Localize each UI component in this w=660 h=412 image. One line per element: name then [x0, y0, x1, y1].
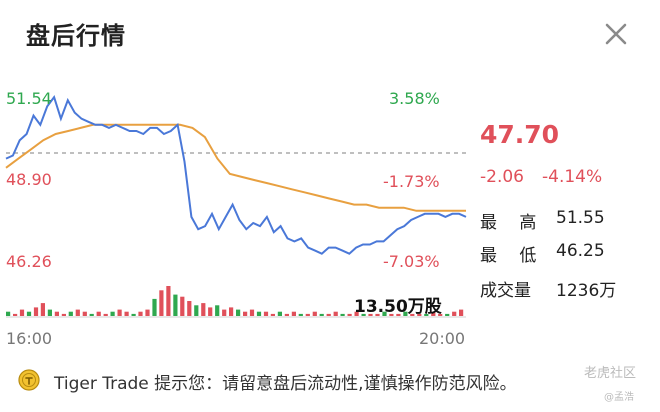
volume-bar	[166, 286, 171, 316]
price-line	[5, 95, 467, 255]
volume-bar	[68, 311, 73, 316]
volume-bar	[103, 313, 108, 316]
stat-high-value: 51.55	[556, 208, 605, 228]
max-volume-label: 13.50万股	[354, 297, 442, 317]
volume-bar	[110, 311, 115, 316]
volume-bar	[180, 296, 185, 316]
time-end-label: 20:00	[419, 329, 466, 348]
volume-bar	[173, 294, 178, 316]
high-pct-label: 3.58%	[389, 89, 440, 108]
volume-bar	[124, 311, 129, 316]
volume-bar	[319, 313, 324, 316]
close-icon[interactable]	[600, 18, 632, 50]
last-price: 47.70	[480, 120, 560, 149]
volume-bar	[368, 313, 373, 316]
volume-bar	[187, 301, 192, 316]
volume-bar	[438, 313, 443, 316]
volume-bar	[117, 309, 122, 316]
volume-bar	[431, 311, 436, 316]
volume-bar	[40, 303, 45, 316]
average-price-line	[5, 123, 466, 212]
volume-bar	[256, 311, 262, 316]
volume-bar	[326, 313, 331, 316]
stat-low-value: 46.25	[556, 241, 605, 261]
volume-bar	[347, 313, 352, 316]
volume-bar	[361, 313, 366, 316]
volume-bar	[131, 313, 136, 316]
volume-bar	[340, 313, 345, 316]
volume-bar	[229, 307, 234, 316]
volume-bar	[54, 311, 59, 316]
time-start-label: 16:00	[6, 329, 53, 348]
volume-bar	[291, 311, 296, 316]
volume-bar	[277, 311, 282, 316]
prev-close-pct-label: -1.73%	[383, 172, 440, 191]
volume-bar	[424, 313, 429, 316]
low-price-label: 46.26	[6, 252, 52, 271]
volume-bar	[75, 309, 80, 316]
low-pct-label: -7.03%	[383, 252, 440, 271]
volume-bar	[82, 311, 87, 316]
volume-bar	[33, 307, 39, 316]
volume-bar	[445, 313, 450, 316]
volume-bar	[452, 311, 457, 316]
watermark-user: @孟浩	[604, 392, 634, 403]
volume-bar	[396, 313, 401, 316]
volume-bar	[305, 313, 310, 316]
volume-bar	[89, 313, 94, 316]
volume-bars	[6, 286, 464, 316]
dialog-title: 盘后行情	[26, 22, 126, 50]
volume-bar	[410, 313, 415, 316]
volume-bar	[201, 303, 206, 316]
volume-bar	[26, 311, 32, 316]
volume-bar	[333, 311, 338, 316]
volume-bar	[19, 309, 25, 316]
volume-bar	[47, 309, 52, 316]
stat-volume-label: 成交量	[480, 281, 531, 301]
volume-bar	[417, 313, 422, 316]
tiger-coin-icon	[18, 369, 40, 391]
volume-bar	[298, 313, 303, 316]
stat-volume-value: 1236万	[556, 281, 617, 301]
volume-bar	[270, 313, 275, 316]
volume-bar	[194, 305, 199, 316]
volume-bar	[354, 311, 359, 316]
price-change: -2.06	[480, 167, 524, 187]
volume-bar	[159, 290, 164, 316]
volume-bar	[284, 313, 289, 316]
risk-tip-text: Tiger Trade 提示您：请留意盘后流动性,谨慎操作防范风险。	[54, 374, 517, 394]
volume-bar	[382, 311, 387, 316]
volume-bar	[208, 307, 213, 316]
volume-bar	[215, 305, 220, 316]
volume-bar	[138, 311, 143, 316]
volume-bar	[243, 311, 248, 316]
volume-bar	[236, 309, 241, 316]
volume-bar	[6, 311, 11, 316]
volume-bar	[312, 311, 317, 316]
prev-close-label: 48.90	[6, 170, 52, 189]
volume-bar	[249, 309, 255, 316]
stat-low-label: 最 低	[480, 246, 537, 266]
volume-bar	[389, 313, 394, 316]
volume-bar	[403, 311, 408, 316]
volume-bar	[222, 309, 227, 316]
stat-high-label: 最 高	[480, 213, 537, 233]
volume-bar	[459, 309, 464, 316]
volume-bar	[96, 311, 101, 316]
price-change-pct: -4.14%	[542, 167, 603, 187]
volume-bar	[145, 309, 150, 316]
volume-bar	[13, 313, 18, 316]
volume-bar	[263, 311, 269, 316]
volume-bar	[375, 313, 380, 316]
volume-bar	[152, 298, 157, 316]
watermark-community: 老虎社区	[584, 366, 637, 381]
high-price-label: 51.54	[6, 89, 52, 108]
volume-bar	[61, 313, 66, 316]
